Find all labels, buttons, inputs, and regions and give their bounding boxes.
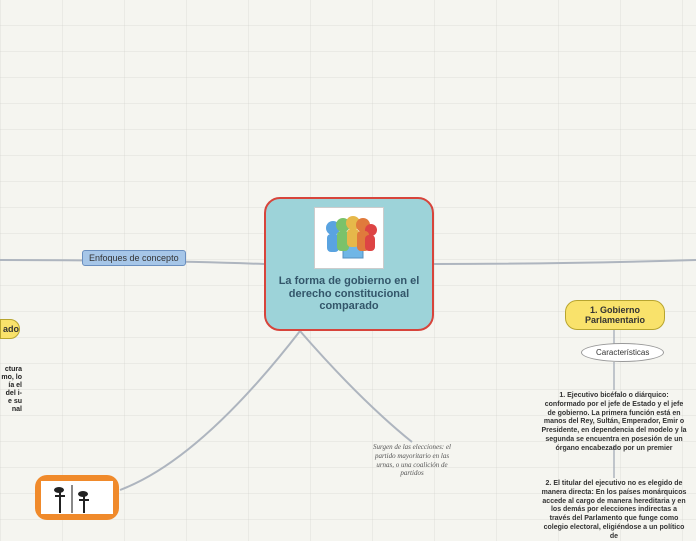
- elections-note: Surgen de las elecciones: el partido may…: [372, 443, 452, 478]
- characteristic-1: 1. Ejecutivo bicéfalo o diárquico: confo…: [540, 392, 688, 453]
- card-inner-image: [41, 481, 113, 514]
- branch-left-pill[interactable]: ado: [0, 319, 20, 339]
- concept-tag[interactable]: Enfoques de concepto: [82, 250, 186, 266]
- central-image: [314, 207, 384, 269]
- branch-right-pill[interactable]: 1. Gobierno Parlamentario: [565, 300, 665, 330]
- cutoff-text-left: ctura mo, lo ía el del i- e su nal: [0, 366, 22, 414]
- image-card-bottom[interactable]: [35, 475, 119, 520]
- central-node[interactable]: La forma de gobierno en el derecho const…: [264, 197, 434, 331]
- characteristics-node[interactable]: Características: [581, 343, 664, 362]
- characteristic-2: 2. El titular del ejecutivo no es elegid…: [540, 480, 688, 541]
- central-title: La forma de gobierno en el derecho const…: [276, 275, 422, 313]
